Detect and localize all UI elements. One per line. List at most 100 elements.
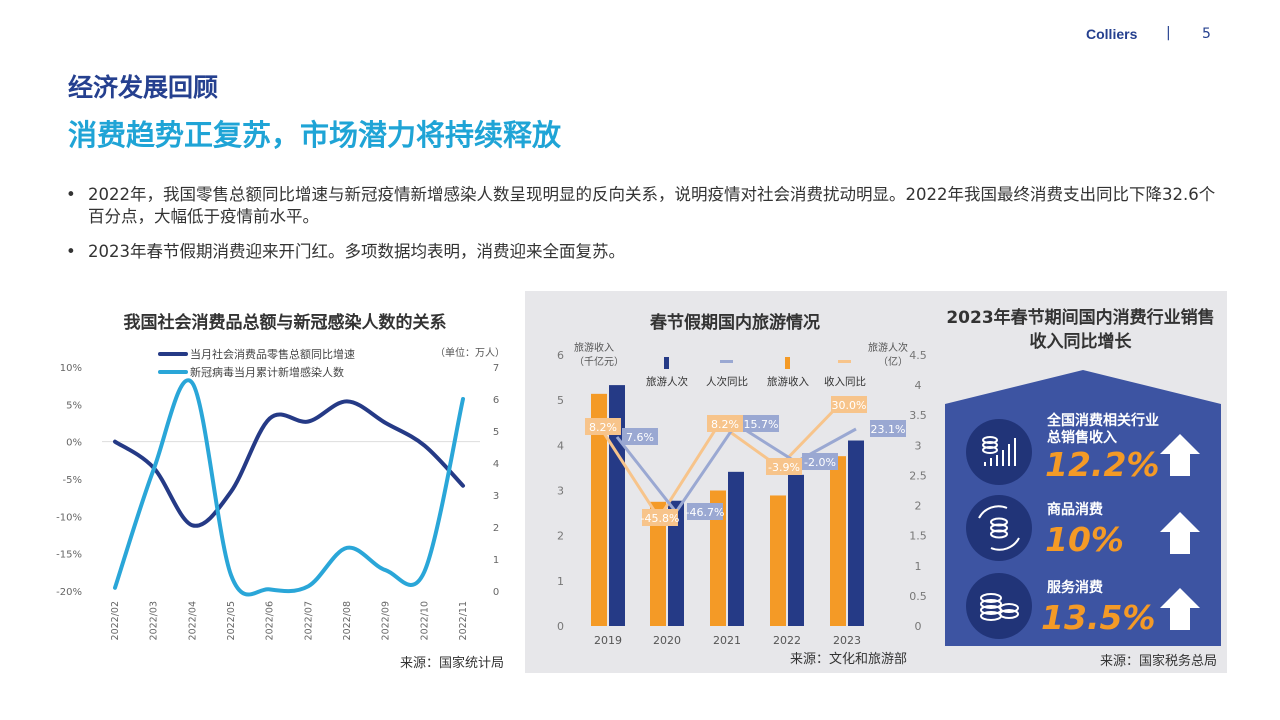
consumption-source: 来源：国家税务总局 xyxy=(1100,654,1218,669)
x-tick-label: 2022/03 xyxy=(149,601,160,640)
revenue-yoy-label-bg xyxy=(585,418,621,435)
x-tick-label: 2022/02 xyxy=(110,601,121,640)
revenue-yoy-label: -45.8% xyxy=(641,512,680,525)
y-left-tick-label: 3 xyxy=(557,485,564,498)
y-right-tick-label: 7 xyxy=(493,363,499,374)
x-tick-label: 2022/07 xyxy=(303,601,314,640)
left-chart-source: 来源：国家统计局 xyxy=(400,656,505,671)
retail-vs-infection-line-chart: 10% 5% 0% -5% -10% -15% -20% 7 6 5 4 3 2 1 0 （单位：万人） 202… xyxy=(56,346,505,640)
revenue-bar xyxy=(710,490,726,626)
y-right-tick-label: 2 xyxy=(915,500,922,513)
revenue-bar xyxy=(650,501,666,626)
revenue-yoy-label: 30.0% xyxy=(832,399,867,412)
trips-yoy-label-bg xyxy=(622,428,658,445)
x-tick-label: 2022/11 xyxy=(458,601,469,640)
revenue-yoy-label-bg xyxy=(642,509,678,526)
x-tick-label: 2022/06 xyxy=(265,601,276,640)
legend-swatch xyxy=(838,360,851,363)
legend-swatch xyxy=(664,357,669,369)
page-headline: 消费趋势正复苏，市场潜力将持续释放 xyxy=(68,118,562,152)
y-left-tick-label: 0 xyxy=(557,620,564,633)
y-right-tick-label: 1 xyxy=(493,555,499,566)
trips-yoy-label-bg xyxy=(743,415,779,432)
y-left-tick-label: 5 xyxy=(557,394,564,407)
consumption-panel: 全国消费相关行业 总销售收入 12.2% 商品消费 10% 服务消费 13.5% xyxy=(945,370,1221,646)
revenue-yoy-label-bg xyxy=(707,415,743,432)
middle-chart-title: 春节假期国内旅游情况 xyxy=(650,313,820,333)
y-left-tick-label: 10% xyxy=(60,363,82,374)
legend-label: 收入同比 xyxy=(824,375,866,388)
middle-chart-source: 来源：文化和旅游部 xyxy=(790,652,908,667)
item-label: 全国消费相关行业 xyxy=(1046,412,1159,429)
revenue-yoy-label: -3.9% xyxy=(768,461,800,474)
y-left-tick-label: -5% xyxy=(63,475,82,486)
y-left-axis-label: （千亿元） xyxy=(574,355,624,368)
x-tick-label: 2022/10 xyxy=(419,601,430,640)
item-label: 总销售收入 xyxy=(1047,429,1117,446)
unit-note: （单位：万人） xyxy=(435,346,505,359)
trips-yoy-label-bg xyxy=(802,453,838,470)
item-value: 13.5% xyxy=(1041,598,1156,637)
section-title: 经济发展回顾 xyxy=(68,73,219,102)
y-left-tick-label: -10% xyxy=(56,512,82,523)
y-left-tick-label: 4 xyxy=(557,439,564,452)
x-tick-label: 2022/08 xyxy=(342,601,353,640)
trips-yoy-label: 23.1% xyxy=(871,423,906,436)
y-right-tick-label: 1 xyxy=(915,560,922,573)
trips-bar xyxy=(668,500,684,626)
trips-bar xyxy=(788,474,804,626)
y-right-tick-label: 0 xyxy=(493,587,499,598)
y-right-tick-label: 0 xyxy=(915,620,922,633)
left-chart-title: 我国社会消费品总额与新冠感染人数的关系 xyxy=(123,313,447,333)
revenue-bar xyxy=(591,393,607,626)
bullet-item: • 2023年春节假期消费迎来开门红。多项数据均表明，消费迎来全面复苏。 xyxy=(66,241,1216,263)
y-right-tick-label: 4 xyxy=(493,459,499,470)
x-tick-label: 2020 xyxy=(653,634,681,647)
legend-label: 当月社会消费品零售总额同比增速 xyxy=(190,347,355,361)
revenue-yoy-label-bg xyxy=(831,396,867,413)
legend-label: 新冠病毒当月累计新增感染人数 xyxy=(190,365,344,379)
trips-bar xyxy=(848,440,864,626)
y-left-tick-label: 1 xyxy=(557,575,564,588)
revenue-bar xyxy=(770,495,786,626)
up-arrow-icon xyxy=(1160,512,1200,554)
trips-yoy-label-bg xyxy=(870,420,906,437)
trips-yoy-label: 15.7% xyxy=(744,418,779,431)
y-left-tick-label: 0% xyxy=(66,438,82,449)
series-line xyxy=(113,378,465,597)
trips-yoy-label: -46.7% xyxy=(686,506,725,519)
series-line xyxy=(113,399,465,528)
legend-swatch xyxy=(785,357,790,369)
trips-yoy-label: -2.0% xyxy=(804,456,836,469)
y-right-tick-label: 4.5 xyxy=(909,349,927,362)
bullet-dot-icon: • xyxy=(66,242,76,261)
y-right-tick-label: 1.5 xyxy=(909,530,927,543)
y-right-tick-label: 2 xyxy=(493,523,499,534)
y-right-axis-label: 旅游人次 xyxy=(868,341,908,354)
coin-exchange-icon xyxy=(966,495,1032,561)
consumption-title: 2023年春节期间国内消费行业销售收入同比增长 xyxy=(946,308,1215,352)
y-left-tick-label: -15% xyxy=(56,550,82,561)
x-tick-label: 2022/05 xyxy=(226,601,237,640)
y-right-tick-label: 0.5 xyxy=(909,590,927,603)
x-tick-label: 2022 xyxy=(773,634,801,647)
y-right-tick-label: 3 xyxy=(493,491,499,502)
bullet-dot-icon: • xyxy=(66,185,76,204)
legend-label: 旅游收入 xyxy=(767,375,809,388)
bar-chart-coins-icon xyxy=(966,419,1032,485)
header-separator: | xyxy=(1166,25,1171,41)
revenue-yoy-label: 8.2% xyxy=(589,421,617,434)
y-right-axis-label: （亿） xyxy=(878,355,908,368)
y-right-tick-label: 3.5 xyxy=(909,409,927,422)
brand-logo-text: Colliers xyxy=(1086,26,1138,42)
revenue-bar xyxy=(830,456,846,626)
item-label: 商品消费 xyxy=(1047,501,1103,518)
y-left-tick-label: -20% xyxy=(56,587,82,598)
legend-label: 旅游人次 xyxy=(646,375,688,388)
consumption-item-goods: 商品消费 10% xyxy=(966,495,1200,561)
item-value: 12.2% xyxy=(1045,445,1160,484)
bullet-item: • 2022年，我国零售总额同比增速与新冠疫情新增感染人数呈现明显的反向关系，说… xyxy=(66,184,1216,228)
x-tick-label: 2023 xyxy=(833,634,861,647)
up-arrow-icon xyxy=(1160,588,1200,630)
item-label: 服务消费 xyxy=(1047,579,1103,596)
